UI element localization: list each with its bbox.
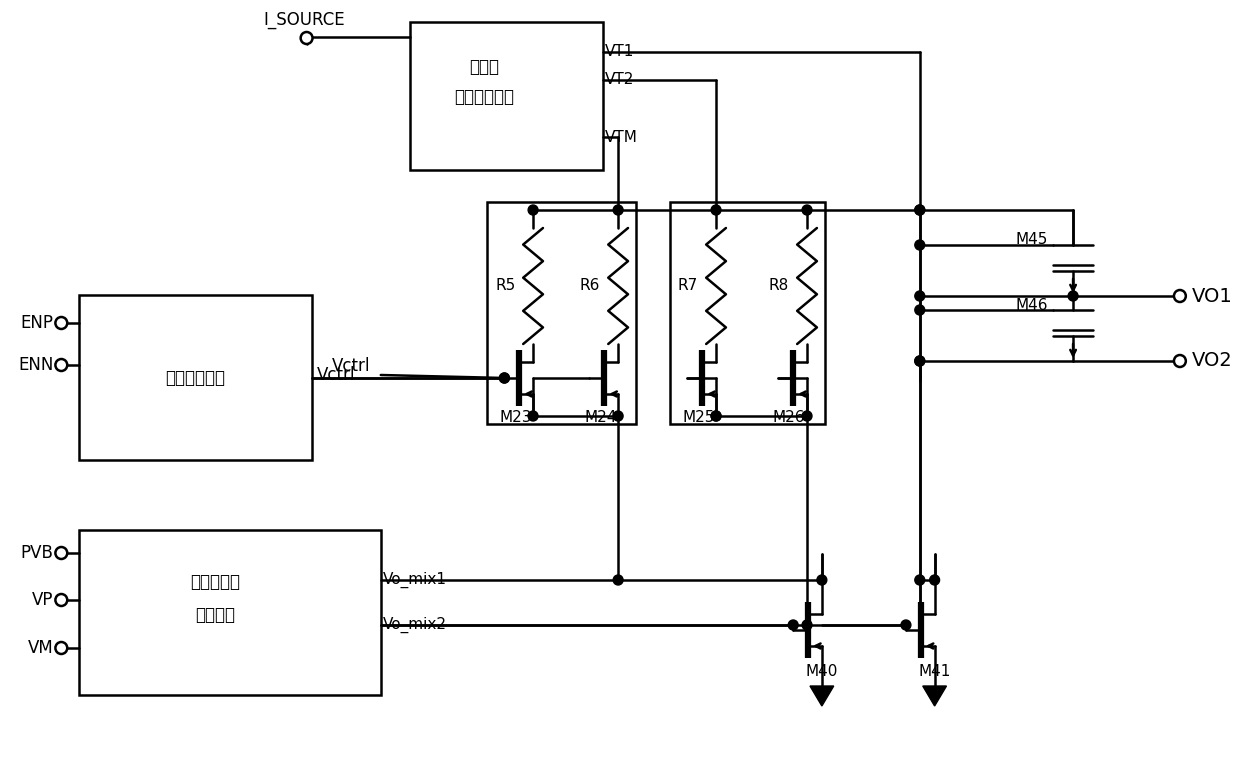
Circle shape xyxy=(915,356,925,366)
Text: R5: R5 xyxy=(495,279,516,294)
Text: VTM: VTM xyxy=(605,129,639,145)
Circle shape xyxy=(528,411,538,421)
Text: M40: M40 xyxy=(806,665,838,680)
Circle shape xyxy=(1068,291,1078,301)
Bar xyxy=(79,295,311,460)
Bar xyxy=(79,530,381,695)
Circle shape xyxy=(56,642,67,654)
Text: VP: VP xyxy=(32,591,53,609)
Text: M45: M45 xyxy=(1016,232,1048,248)
Circle shape xyxy=(56,547,67,559)
Bar xyxy=(410,22,604,170)
Circle shape xyxy=(1174,290,1185,302)
Circle shape xyxy=(802,620,812,630)
Circle shape xyxy=(802,411,812,421)
Text: R8: R8 xyxy=(769,279,789,294)
Circle shape xyxy=(930,575,940,585)
Text: M23: M23 xyxy=(498,410,532,425)
Text: 有源双平衡: 有源双平衡 xyxy=(190,573,239,591)
Text: R7: R7 xyxy=(678,279,698,294)
Circle shape xyxy=(915,205,925,215)
Text: Vo_mix2: Vo_mix2 xyxy=(383,617,446,633)
Text: M24: M24 xyxy=(584,410,616,425)
Circle shape xyxy=(802,205,812,215)
Text: 混频电路: 混频电路 xyxy=(195,606,234,624)
Text: 使能控制电路: 使能控制电路 xyxy=(165,369,226,387)
Circle shape xyxy=(56,594,67,606)
Text: VT2: VT2 xyxy=(605,73,635,88)
Text: M46: M46 xyxy=(1016,298,1048,313)
Circle shape xyxy=(915,240,925,250)
Text: VO2: VO2 xyxy=(1192,351,1233,370)
Circle shape xyxy=(711,411,720,421)
Circle shape xyxy=(528,205,538,215)
Polygon shape xyxy=(810,686,833,706)
Circle shape xyxy=(789,620,799,630)
Circle shape xyxy=(915,205,925,215)
Text: 共模反馈电路: 共模反馈电路 xyxy=(454,88,513,106)
Text: ENP: ENP xyxy=(20,314,53,332)
Text: Vctrl: Vctrl xyxy=(332,357,371,375)
Circle shape xyxy=(711,411,720,421)
Circle shape xyxy=(300,32,312,44)
Circle shape xyxy=(915,356,925,366)
Circle shape xyxy=(56,317,67,329)
Circle shape xyxy=(1174,355,1185,367)
Text: VO1: VO1 xyxy=(1192,286,1233,306)
Circle shape xyxy=(817,575,827,585)
Circle shape xyxy=(901,620,911,630)
Bar xyxy=(670,202,825,424)
Circle shape xyxy=(614,575,622,585)
Text: VM: VM xyxy=(27,639,53,657)
Circle shape xyxy=(500,373,510,383)
Text: I_SOURCE: I_SOURCE xyxy=(264,11,346,29)
Circle shape xyxy=(614,205,622,215)
Text: PVB: PVB xyxy=(21,544,53,562)
Circle shape xyxy=(56,359,67,371)
Circle shape xyxy=(915,291,925,301)
Text: M26: M26 xyxy=(773,410,806,425)
Polygon shape xyxy=(923,686,946,706)
Bar xyxy=(486,202,636,424)
Text: Vo_mix1: Vo_mix1 xyxy=(383,572,446,588)
Circle shape xyxy=(915,575,925,585)
Circle shape xyxy=(711,205,720,215)
Text: M25: M25 xyxy=(682,410,714,425)
Text: Vctrl: Vctrl xyxy=(316,366,355,384)
Circle shape xyxy=(500,373,510,383)
Text: R6: R6 xyxy=(580,279,600,294)
Text: VT1: VT1 xyxy=(605,45,635,60)
Text: M41: M41 xyxy=(919,665,951,680)
Circle shape xyxy=(915,305,925,315)
Circle shape xyxy=(614,411,622,421)
Text: 全差分: 全差分 xyxy=(469,58,498,76)
Text: ENN: ENN xyxy=(19,356,53,374)
